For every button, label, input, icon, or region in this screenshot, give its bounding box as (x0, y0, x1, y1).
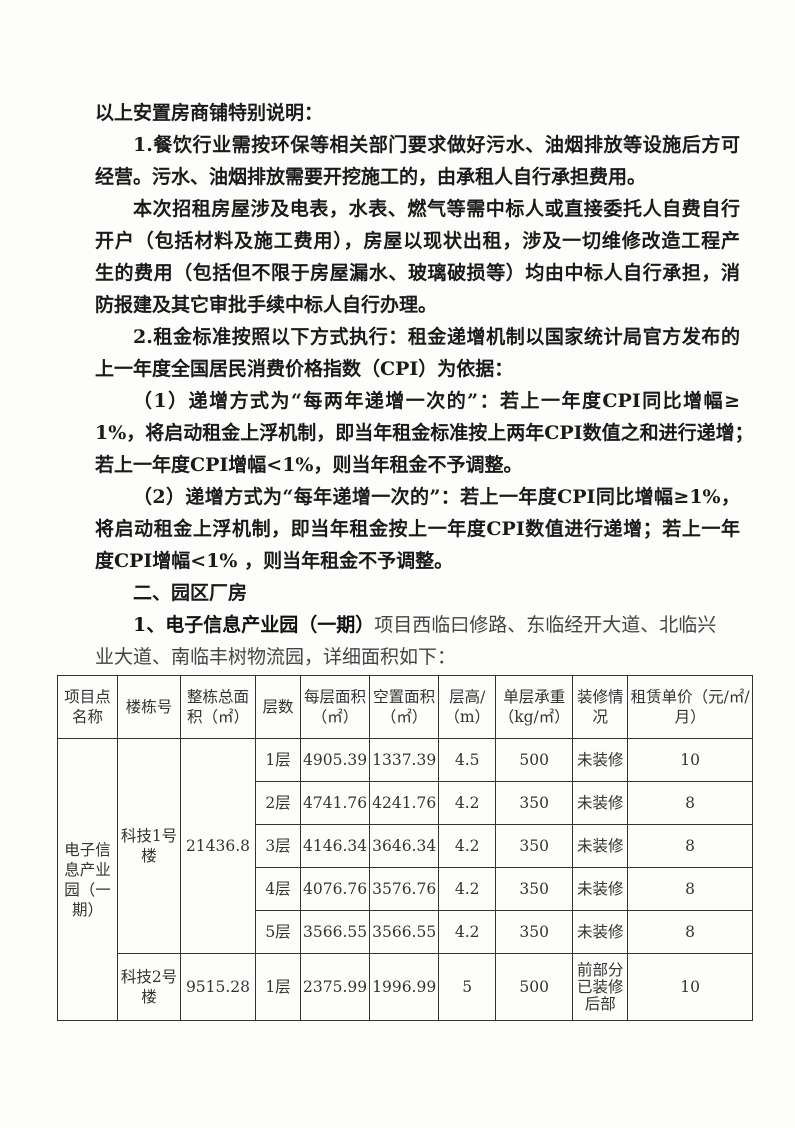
paragraph-line: 以上安置房商铺特别说明： (95, 102, 324, 124)
cell-vacant-area: 1337.39 (369, 738, 440, 782)
cell-load: 500 (495, 953, 574, 1021)
cell-decoration: 未装修 (572, 738, 629, 782)
cell-load: 350 (495, 824, 574, 868)
cell-rent: 10 (627, 953, 753, 1021)
cell-building: 科技1号楼 (117, 738, 181, 954)
cell-vacant-area: 3576.76 (369, 867, 440, 911)
cell-rent: 8 (627, 910, 753, 954)
paragraph-line: 生的费用（包括但不限于房屋漏水、玻璃破损等）均由中标人自行承担，消 (95, 262, 740, 284)
header-vacant-area: 空置面积（㎡） (369, 675, 440, 739)
cell-height: 4.2 (438, 910, 497, 954)
paragraph-line: 1.餐饮行业需按环保等相关部门要求做好污水、油烟排放等设施后方可 (133, 134, 740, 156)
paragraph-line: 本次招租房屋涉及电表，水表、燃气等需中标人或直接委托人自费自行 (133, 198, 740, 220)
header-total-area: 整栋总面积（㎡） (180, 675, 256, 739)
cell-decoration: 未装修 (572, 824, 629, 868)
paragraph-line: 度CPI增幅<1% ，则当年租金不予调整。 (95, 550, 454, 572)
cell-height: 4.5 (438, 738, 497, 782)
paragraph-line: 1%，将启动租金上浮机制，即当年租金标准按上两年CPI数值之和进行递增； (95, 422, 754, 444)
cell-floor: 1层 (255, 953, 301, 1021)
header-decoration: 装修情况 (572, 675, 629, 739)
paragraph-line: （2）递增方式为“每年递增一次的”：若上一年度CPI同比增幅≥1%， (133, 486, 740, 508)
cell-rent: 10 (627, 738, 753, 782)
section-description-line: 业大道、南临丰树物流园，详细面积如下： (95, 646, 457, 668)
cell-height: 4.2 (438, 781, 497, 825)
cell-floor: 4层 (255, 867, 301, 911)
table-row: 科技2号楼 9515.28 1层 2375.99 1996.99 5 500 前部分已装修后部… (58, 953, 753, 1021)
cell-decoration: 未装修 (572, 867, 629, 911)
cell-floor-area: 4076.76 (299, 867, 371, 911)
paragraph-line: 二、园区厂房 (133, 582, 248, 604)
cell-floor-area: 4905.39 (299, 738, 371, 782)
cell-total-area: 9515.28 (180, 953, 256, 1021)
header-load: 单层承重（kg/㎡） (495, 675, 574, 739)
cell-height: 4.2 (438, 824, 497, 868)
cell-floor: 1层 (255, 738, 301, 782)
cell-load: 350 (495, 781, 574, 825)
paragraph-line: （1）递增方式为“每两年递增一次的”：若上一年度CPI同比增幅≥ (133, 390, 740, 412)
table-row: 2层 4741.76 4241.76 4.2 350 未装修 8 (58, 781, 753, 825)
table-row: 3层 4146.34 3646.34 4.2 350 未装修 8 (58, 824, 753, 868)
section-heading-line: 1、电子信息产业园（一期）项目西临曰修路、东临经开大道、北临兴 (95, 609, 740, 641)
property-table: 项目点名称 楼栋号 整栋总面积（㎡） 层数 每层面积（㎡） 空置面积（㎡） 层高… (57, 675, 753, 1021)
section-title: 1、电子信息产业园（一期） (133, 614, 375, 636)
cell-height: 5 (438, 953, 497, 1021)
cell-project: 电子信息产业园（一期） (57, 738, 118, 1021)
cell-building: 科技2号楼 (117, 953, 181, 1021)
paragraph-line: 将启动租金上浮机制，即当年租金按上一年度CPI数值进行递增；若上一年 (95, 518, 740, 540)
cell-decoration: 前部分已装修后部 (572, 953, 629, 1021)
cell-decoration: 未装修 (572, 781, 629, 825)
header-project: 项目点名称 (57, 675, 118, 739)
cell-vacant-area: 1996.99 (369, 953, 440, 1021)
cell-load: 350 (495, 910, 574, 954)
table-row: 5层 3566.55 3566.55 4.2 350 未装修 8 (58, 910, 753, 954)
cell-floor-area: 4741.76 (299, 781, 371, 825)
document-body: 以上安置房商铺特别说明： 1.餐饮行业需按环保等相关部门要求做好污水、油烟排放等设… (95, 97, 754, 673)
cell-vacant-area: 4241.76 (369, 781, 440, 825)
cell-floor-area: 2375.99 (299, 953, 371, 1021)
header-floor: 层数 (255, 675, 301, 739)
paragraph-line: 若上一年度CPI增幅<1%，则当年租金不予调整。 (95, 454, 523, 476)
cell-decoration: 未装修 (572, 910, 629, 954)
cell-floor: 5层 (255, 910, 301, 954)
cell-rent: 8 (627, 867, 753, 911)
cell-floor: 2层 (255, 781, 301, 825)
cell-vacant-area: 3646.34 (369, 824, 440, 868)
paragraph-line: 开户（包括材料及施工费用），房屋以现状出租，涉及一切维修改造工程产 (95, 230, 740, 252)
cell-load: 500 (495, 738, 574, 782)
header-floor-area: 每层面积（㎡） (299, 675, 371, 739)
cell-floor: 3层 (255, 824, 301, 868)
header-rent: 租赁单价（元/㎡/月） (627, 675, 753, 739)
cell-floor-area: 3566.55 (299, 910, 371, 954)
table-row: 4层 4076.76 3576.76 4.2 350 未装修 8 (58, 867, 753, 911)
cell-load: 350 (495, 867, 574, 911)
cell-floor-area: 4146.34 (299, 824, 371, 868)
paragraph-line: 防报建及其它审批手续中标人自行办理。 (95, 294, 438, 316)
paragraph-line: 经营。污水、油烟排放需要开挖施工的，由承租人自行承担费用。 (95, 166, 647, 188)
paragraph-line: 上一年度全国居民消费价格指数（CPI）为依据： (95, 358, 514, 380)
cell-vacant-area: 3566.55 (369, 910, 440, 954)
section-description: 项目西临曰修路、东临经开大道、北临兴 (374, 614, 717, 636)
cell-rent: 8 (627, 781, 753, 825)
cell-total-area: 21436.8 (180, 738, 256, 954)
cell-rent: 8 (627, 824, 753, 868)
header-height: 层高/（m） (438, 675, 497, 739)
table-header-row: 项目点名称 楼栋号 整栋总面积（㎡） 层数 每层面积（㎡） 空置面积（㎡） 层高… (57, 675, 753, 739)
table-row: 电子信息产业园（一期） 科技1号楼 21436.8 1层 4905.39 1337.39 4… (57, 738, 753, 1021)
header-building: 楼栋号 (117, 675, 181, 739)
paragraph-line: 2.租金标准按照以下方式执行：租金递增机制以国家统计局官方发布的 (133, 326, 740, 348)
cell-height: 4.2 (438, 867, 497, 911)
